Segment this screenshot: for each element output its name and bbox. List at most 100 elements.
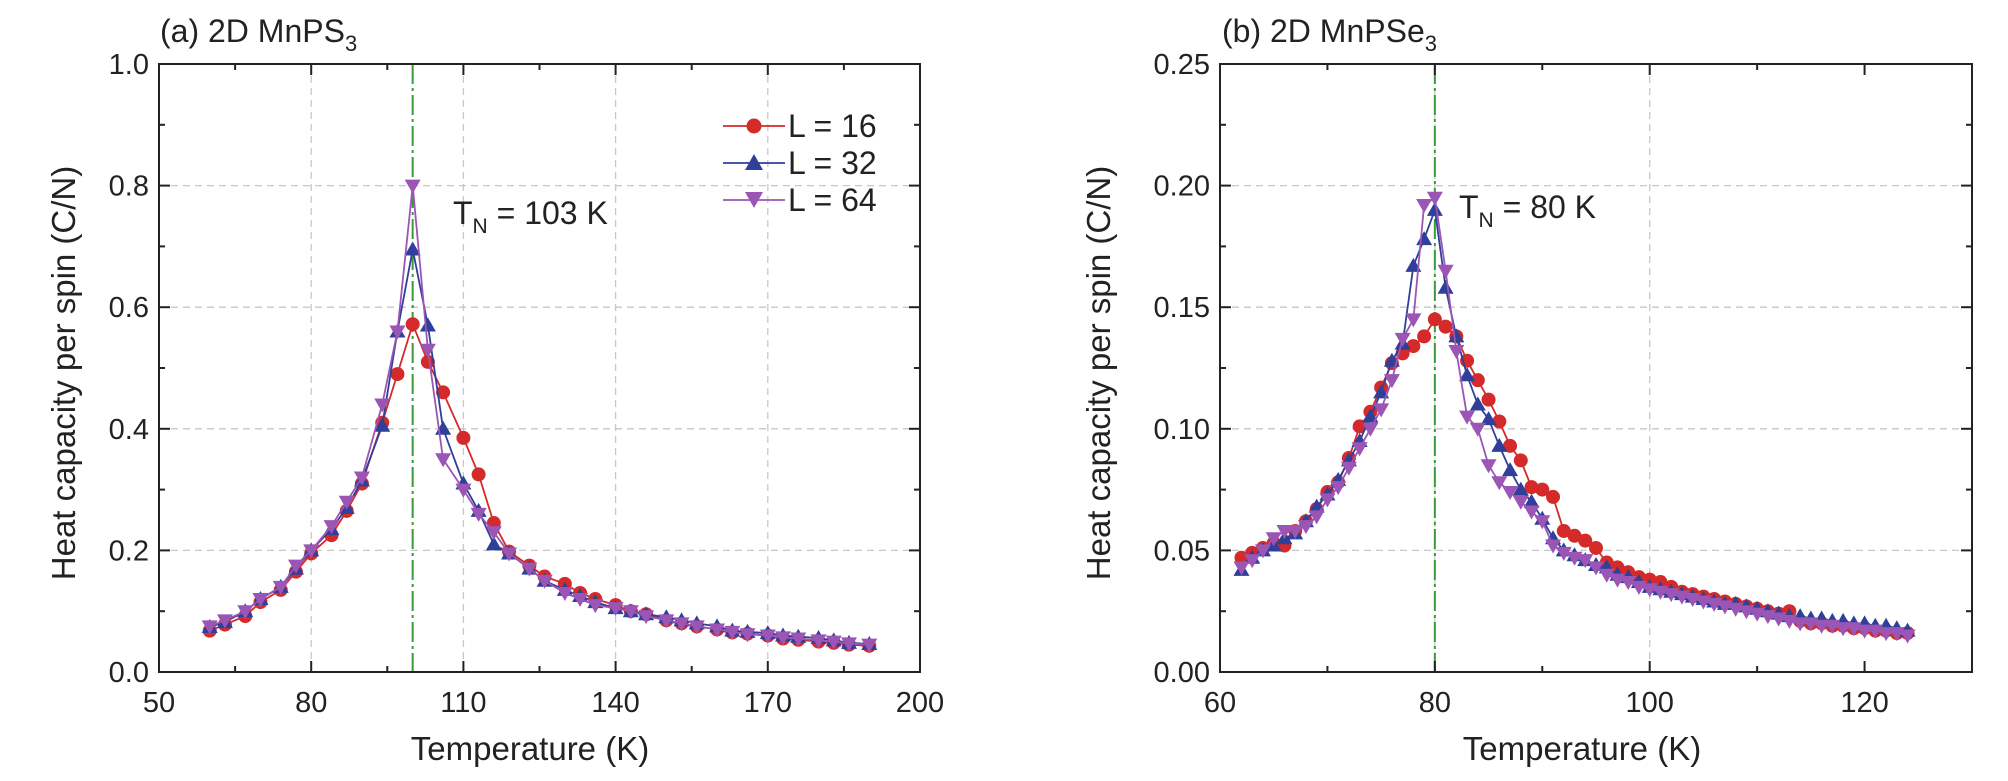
series-l-32 (1233, 201, 1916, 637)
series-line (1240, 209, 1908, 632)
data-point (1545, 539, 1562, 554)
data-point (775, 631, 792, 646)
y-tick-labels: 0.0 0.2 0.4 0.6 0.8 1.0 (109, 49, 149, 689)
data-point (1556, 523, 1571, 538)
x-tick-label: 120 (1840, 687, 1888, 719)
x-tick-label: 110 (440, 687, 486, 719)
data-point (1308, 510, 1325, 525)
data-point (1470, 373, 1485, 388)
tn-annotation: TN = 103 K (453, 195, 608, 238)
x-tick-labels: 60 80 100 120 (1204, 687, 1889, 719)
legend-entry-l16: L = 16 (723, 108, 877, 144)
data-point (1469, 396, 1486, 411)
panel-title: (b) 2D MnPSe3 (1222, 13, 1437, 56)
data-point (1373, 384, 1390, 399)
data-point (572, 593, 589, 608)
data-point (1362, 408, 1379, 423)
y-tick-labels: 0.00 0.05 0.10 0.15 0.20 0.25 (1154, 49, 1210, 689)
data-point (1244, 554, 1261, 569)
data-point (1438, 319, 1453, 334)
data-series (201, 179, 878, 653)
legend-label-l16: L = 16 (788, 108, 877, 144)
data-point (1502, 486, 1519, 501)
data-point (1481, 392, 1496, 407)
data-point (1437, 279, 1454, 294)
data-point (638, 610, 655, 625)
data-point (1589, 540, 1603, 555)
data-point (1416, 199, 1433, 214)
legend-marker-triangle-down (745, 192, 763, 208)
data-point (709, 623, 726, 638)
legend-label-l32: L = 32 (788, 145, 877, 181)
chart-panel-b: 60 80 100 120 0.00 0.05 0.10 0.15 0.20 0.25 (b) … (1080, 13, 1973, 767)
data-point (1534, 515, 1551, 530)
legend-entry-l32: L = 32 (723, 145, 877, 181)
data-point (353, 471, 370, 486)
data-point (1588, 561, 1604, 576)
data-point (456, 430, 471, 445)
panel-title-text: (b) 2D MnPSe (1222, 13, 1425, 49)
y-tick-label: 0.6 (109, 292, 149, 324)
series-l-32 (201, 241, 878, 651)
data-point (724, 625, 741, 640)
data-point (1265, 532, 1282, 547)
data-point (1567, 528, 1582, 543)
y-tick-label: 0.05 (1154, 535, 1210, 567)
data-point (1287, 524, 1304, 539)
series-line (209, 321, 870, 647)
series-line (209, 185, 870, 646)
data-point (556, 586, 573, 601)
data-point (1448, 328, 1465, 343)
data-point (1427, 312, 1442, 327)
series-line (1240, 196, 1908, 637)
data-point (861, 638, 878, 653)
data-series (1233, 191, 1916, 644)
data-point (658, 614, 675, 629)
data-point (790, 632, 807, 647)
tn-annotation-subscript: N (1479, 209, 1494, 232)
data-point (1813, 619, 1830, 634)
data-point (1577, 554, 1594, 569)
data-point (1546, 489, 1561, 504)
panel-title-text: (a) 2D MnPS (160, 13, 345, 49)
x-tick-label: 80 (1419, 687, 1451, 719)
tn-annotation-value: = 103 K (488, 195, 608, 231)
data-point (1524, 480, 1539, 495)
data-point (810, 634, 827, 649)
data-point (688, 620, 705, 635)
y-tick-label: 0.8 (109, 171, 149, 203)
x-tick-label: 170 (744, 687, 792, 719)
data-point (501, 547, 518, 562)
data-point (252, 593, 269, 608)
data-point (1578, 533, 1593, 548)
data-point (419, 343, 436, 358)
data-point (455, 483, 472, 498)
y-tick-label: 0.2 (109, 535, 149, 567)
chart-panel-a: 50 80 110 140 170 200 0.0 0.2 0.4 0.6 0.8 1.0 (a) … (45, 13, 944, 767)
x-tick-label: 60 (1204, 687, 1236, 719)
legend-marker-triangle-up (745, 154, 763, 170)
x-axis-title: Temperature (K) (411, 730, 649, 767)
axis-ticks (1219, 63, 1973, 673)
data-point (1417, 329, 1432, 344)
data-point (1426, 201, 1443, 216)
y-tick-label: 0.0 (109, 657, 149, 689)
data-point (287, 559, 304, 574)
data-point (1598, 568, 1615, 583)
data-point (374, 417, 391, 432)
data-point (1362, 422, 1379, 437)
data-point (216, 614, 233, 629)
gridlines (159, 64, 920, 672)
data-point (1469, 422, 1486, 437)
data-point (759, 629, 776, 644)
data-point (389, 325, 406, 340)
y-tick-label: 0.15 (1154, 292, 1210, 324)
data-point (1512, 481, 1529, 496)
data-point (1459, 367, 1476, 382)
legend-marker-circle (746, 118, 762, 134)
data-point (471, 467, 486, 482)
x-tick-label: 200 (896, 687, 944, 719)
data-point (1503, 438, 1518, 453)
data-point (1523, 493, 1540, 508)
data-point (1416, 231, 1433, 246)
